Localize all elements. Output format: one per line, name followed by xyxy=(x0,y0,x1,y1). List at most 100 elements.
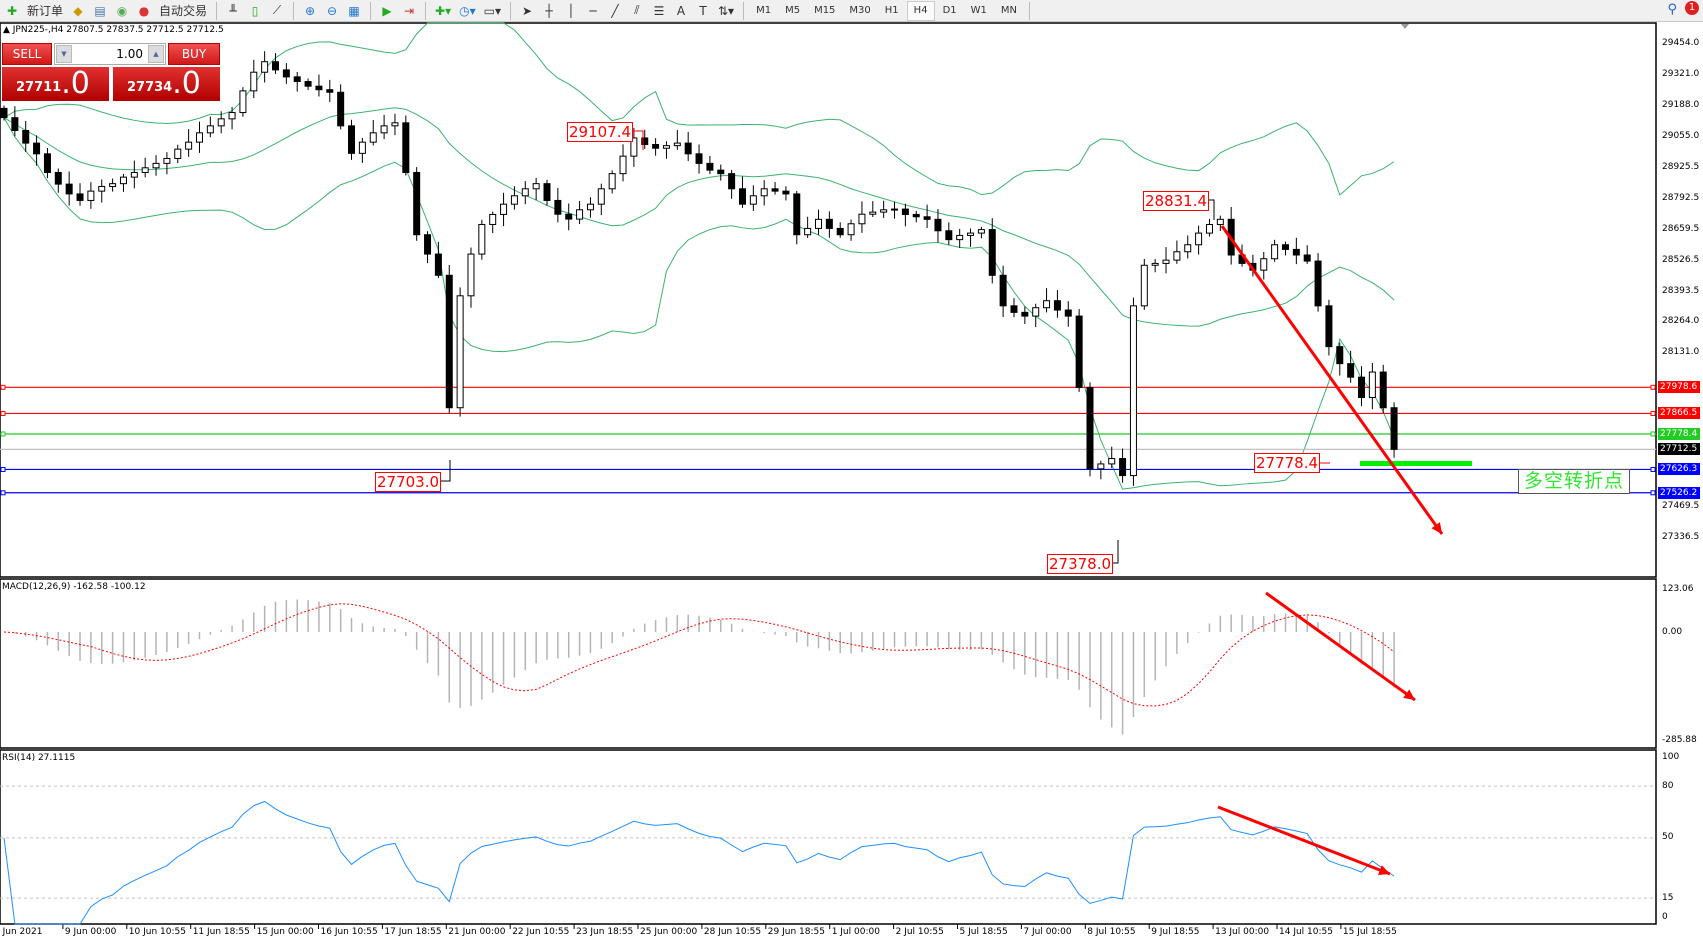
candle-body xyxy=(901,208,909,215)
lot-size-input[interactable]: 1.00 xyxy=(116,47,143,61)
price-label-high[interactable]: 28831.4 xyxy=(1143,191,1210,211)
candle xyxy=(130,160,138,189)
candle xyxy=(174,144,182,164)
candle xyxy=(945,222,953,245)
macd-label: MACD(12,26,9) -162.58 -100.12 xyxy=(2,582,146,592)
auto-trading-button[interactable]: 自动交易 xyxy=(159,4,208,18)
templates-icon[interactable]: ▭▾ xyxy=(483,3,501,18)
periods-icon[interactable]: ◷▾ xyxy=(459,3,476,18)
candle-body xyxy=(33,142,41,155)
candle-body xyxy=(1097,463,1105,470)
vertical-line-icon[interactable]: │ xyxy=(567,3,575,18)
rsi-axis-label: 50 xyxy=(1662,832,1674,842)
candle-body xyxy=(934,218,942,232)
price-label-high[interactable]: 29107.4 xyxy=(567,122,634,142)
text-label-icon[interactable]: T xyxy=(699,3,707,18)
new-order-icon[interactable]: ✚ xyxy=(6,3,18,18)
buy-price[interactable]: 27734.0 xyxy=(113,67,220,101)
auto-scroll-icon[interactable]: ▶ xyxy=(382,3,392,18)
main-pane-frame xyxy=(0,22,1657,578)
trendline-icon[interactable]: ╱ xyxy=(611,3,619,18)
text-icon[interactable]: A xyxy=(676,3,686,18)
line-chart-icon[interactable]: ⟋ xyxy=(272,3,282,17)
price-axis-label: 28526.5 xyxy=(1662,254,1700,265)
chart-shift-marker xyxy=(1401,24,1409,29)
sell-price[interactable]: 27711.0 xyxy=(2,67,109,101)
timeframe-m30[interactable]: M30 xyxy=(849,5,871,16)
candle xyxy=(0,105,8,121)
candle xyxy=(641,129,649,149)
candle-body xyxy=(630,137,638,157)
cursor-icon[interactable]: ➤ xyxy=(521,3,533,18)
signals-icon[interactable]: ◉ xyxy=(116,3,128,18)
timeframe-mn[interactable]: MN xyxy=(1000,5,1017,16)
timeframe-m15[interactable]: M15 xyxy=(814,5,836,16)
candle-body xyxy=(1108,458,1116,465)
timeframe-m1[interactable]: M1 xyxy=(756,5,772,16)
zoom-in-icon[interactable]: ⊕ xyxy=(305,3,316,18)
new-order-button[interactable]: 新订单 xyxy=(27,4,64,18)
timeframe-h1[interactable]: H1 xyxy=(884,5,899,16)
price-label-pivot[interactable]: 27778.4 xyxy=(1254,453,1321,473)
auto-trading-icon[interactable]: ● xyxy=(138,3,150,18)
time-axis-label: 17 Jun 18:55 xyxy=(384,927,442,937)
timeframe-m5[interactable]: M5 xyxy=(785,5,801,16)
candle-body xyxy=(565,213,573,220)
lot-decrease-button[interactable]: ▼ xyxy=(56,45,72,63)
lot-size-stepper[interactable]: ▼ 1.00 ▲ xyxy=(54,43,166,65)
horizontal-line-icon[interactable]: ─ xyxy=(589,3,597,18)
buy-button[interactable]: BUY xyxy=(168,43,220,65)
candle xyxy=(33,135,41,166)
bollinger-bands xyxy=(3,22,1395,490)
candle xyxy=(1043,288,1051,313)
bar-chart-icon[interactable]: ╨ xyxy=(229,3,237,18)
price-tag: 27866.5 xyxy=(1658,407,1700,420)
crosshair-icon[interactable]: ┼ xyxy=(545,3,553,18)
price-label-low[interactable]: 27378.0 xyxy=(1047,554,1114,574)
candlestick-icon[interactable]: ▯ xyxy=(251,3,259,18)
candle-body xyxy=(608,173,616,190)
fibonacci-icon[interactable]: ☰ xyxy=(653,3,665,18)
price-tag: 27778.4 xyxy=(1658,427,1700,440)
tile-windows-icon[interactable]: ▦ xyxy=(348,3,360,18)
chart-shift-icon[interactable]: ⇥ xyxy=(404,3,415,18)
candle xyxy=(847,219,855,241)
equidistant-channel-icon[interactable]: ⫽ xyxy=(634,3,640,17)
search-icon[interactable]: ⚲ xyxy=(1667,2,1677,17)
lot-increase-button[interactable]: ▲ xyxy=(148,45,164,63)
notification-badge[interactable]: 1 xyxy=(1685,1,1699,15)
candle-body xyxy=(923,216,931,220)
candle xyxy=(369,120,377,146)
sell-price-main: 27711 xyxy=(16,80,62,95)
candle xyxy=(956,228,964,249)
candle xyxy=(434,241,442,279)
candle xyxy=(1358,366,1365,407)
arrows-icon[interactable]: ⇅▾ xyxy=(717,3,735,18)
timeframe-d1[interactable]: D1 xyxy=(942,5,957,16)
candle-body xyxy=(304,81,312,87)
candle-body xyxy=(413,171,421,236)
candle xyxy=(825,211,833,238)
strategy-tester-icon[interactable]: ▤ xyxy=(94,3,106,18)
sell-button[interactable]: SELL xyxy=(2,43,52,65)
candle-body xyxy=(945,230,953,241)
indicators-icon[interactable]: ✚▾ xyxy=(435,3,452,18)
candle xyxy=(1195,225,1203,255)
candle-body xyxy=(250,71,258,92)
candle xyxy=(293,71,301,92)
timeframe-w1[interactable]: W1 xyxy=(970,5,987,16)
candle xyxy=(597,183,605,216)
candle xyxy=(1336,342,1344,376)
candle-body xyxy=(109,183,117,187)
metaeditor-icon[interactable]: ◆ xyxy=(73,3,83,18)
signal-text-label[interactable]: 多空转折点 xyxy=(1518,469,1630,494)
price-label-low[interactable]: 27703.0 xyxy=(375,472,442,492)
buy-price-big: .0 xyxy=(172,66,201,101)
zoom-out-icon[interactable]: ⊖ xyxy=(327,3,338,18)
candle-body xyxy=(315,85,323,91)
candle-body xyxy=(1021,311,1029,317)
candle-body xyxy=(912,213,920,218)
candle-body xyxy=(54,171,62,185)
timeframe-h4[interactable]: H4 xyxy=(906,0,935,21)
